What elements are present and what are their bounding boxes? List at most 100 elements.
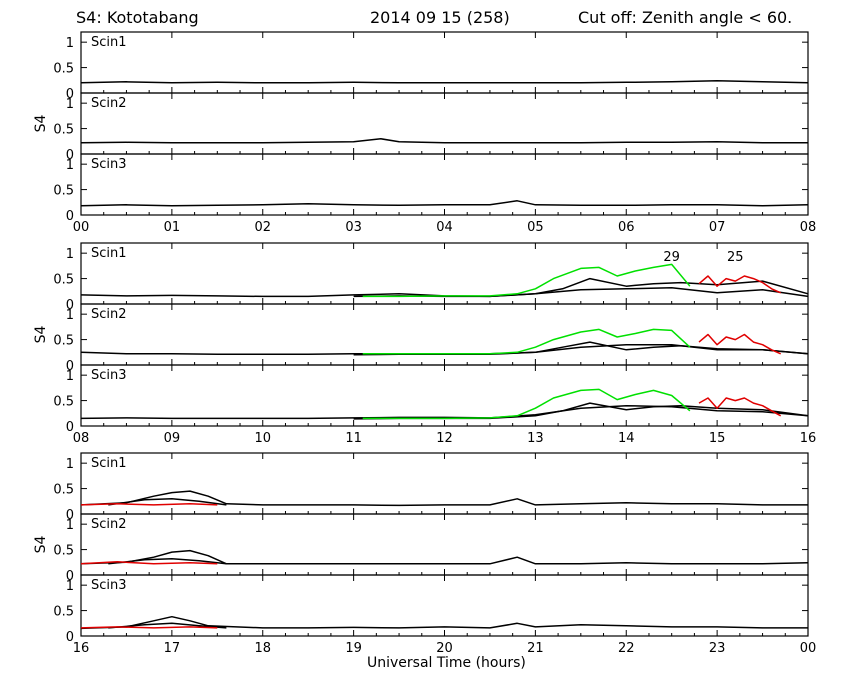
panel-label: Scin3 [91, 578, 127, 593]
x-tick-label: 10 [254, 431, 271, 446]
y-tick-label: 1 [66, 308, 74, 323]
axes-group-1: 0 0.5 1 Scin1 0 0.5 1 Scin2 S4 0 0.5 1 Scin3 00 01 02 03… [33, 31, 817, 235]
x-tick-label: 11 [345, 431, 362, 446]
x-tick-label: 19 [345, 641, 362, 656]
panel-label: Scin2 [91, 307, 127, 322]
x-tick-label: 04 [436, 220, 453, 235]
y-axis-label: S4 [33, 115, 49, 133]
panel-scin1: 0 0.5 1 Scin1 [53, 242, 809, 313]
series-label: 25 [727, 250, 744, 265]
y-axis-label: S4 [33, 326, 49, 344]
y-tick-label: 0 [66, 630, 74, 645]
series-line-black [108, 557, 227, 565]
panel-label: Scin2 [91, 517, 127, 532]
y-tick-label: 0.5 [53, 334, 74, 349]
panel-label: Scin3 [91, 368, 127, 383]
y-tick-label: 0.5 [53, 123, 74, 138]
x-tick-label: 02 [254, 220, 271, 235]
panel-label: Scin3 [91, 157, 127, 172]
y-tick-label: 0 [66, 569, 74, 584]
x-tick-label: 06 [618, 220, 635, 235]
series-line-green [362, 263, 691, 298]
x-tick-label: 08 [73, 431, 90, 446]
x-axis-label: Universal Time (hours) [367, 655, 526, 671]
x-tick-label: 12 [436, 431, 453, 446]
x-tick-label: 18 [254, 641, 271, 656]
y-tick-label: 0 [66, 359, 74, 374]
y-tick-label: 1 [66, 457, 74, 472]
x-tick-label: 07 [709, 220, 726, 235]
series-line-black [80, 549, 809, 565]
y-tick-label: 1 [66, 36, 74, 51]
x-tick-label: 00 [73, 220, 90, 235]
series-label: 29 [663, 250, 680, 265]
station-title: S4: Kototabang [76, 8, 199, 27]
series-line-green [362, 328, 691, 355]
panel-scin2: 0 0.5 1 Scin2 S4 [33, 303, 809, 374]
panel-label: Scin1 [91, 456, 127, 471]
panel-frame [80, 303, 809, 366]
y-tick-label: 0.5 [53, 544, 74, 559]
y-tick-label: 1 [66, 579, 74, 594]
series-line-black [353, 277, 809, 298]
series-line-green [362, 388, 691, 420]
x-tick-label: 00 [800, 641, 817, 656]
cutoff-label: Cut off: Zenith angle < 60. [578, 8, 793, 27]
x-tick-label: 17 [164, 641, 181, 656]
y-tick-label: 0 [66, 148, 74, 163]
panel-frame [80, 513, 809, 576]
date-label: 2014 09 15 (258) [370, 8, 510, 27]
panel-scin1: 0 0.5 1 Scin1 [53, 452, 809, 523]
y-tick-label: 1 [66, 369, 74, 384]
series-line-red [698, 333, 782, 355]
y-tick-label: 0.5 [53, 483, 74, 498]
y-tick-label: 0 [66, 209, 74, 224]
x-tick-label: 16 [73, 641, 90, 656]
panel-label: Scin1 [91, 246, 127, 261]
series-line-black [108, 498, 227, 506]
x-tick-label: 13 [527, 431, 544, 446]
y-axis-label: S4 [33, 536, 49, 554]
y-tick-label: 0 [66, 420, 74, 435]
x-tick-label: 16 [800, 431, 817, 446]
series-line-red [80, 503, 218, 506]
panel-scin3: 0 0.5 1 Scin3 [53, 364, 809, 435]
y-tick-label: 0.5 [53, 395, 74, 410]
series-line-black [353, 341, 809, 356]
series-line-black [80, 80, 809, 84]
x-tick-label: 03 [345, 220, 362, 235]
series-line-black [80, 490, 808, 507]
series-line-black [80, 615, 808, 630]
panel-scin2: 0 0.5 1 Scin2 S4 [33, 92, 809, 163]
y-tick-label: 0.5 [53, 184, 74, 199]
x-tick-label: 05 [527, 220, 544, 235]
y-tick-label: 1 [66, 97, 74, 112]
x-tick-label: 22 [618, 641, 635, 656]
series-line-black [80, 286, 809, 298]
series-line-black [80, 138, 808, 144]
x-tick-label: 08 [800, 220, 817, 235]
x-tick-label: 20 [436, 641, 453, 656]
panel-scin1: 0 0.5 1 Scin1 [53, 31, 809, 102]
series-line-red [80, 561, 218, 565]
series-line-red [80, 626, 218, 629]
x-tick-label: 23 [709, 641, 726, 656]
panel-label: Scin1 [91, 35, 127, 50]
x-tick-label: 14 [618, 431, 635, 446]
axes-group-3: 0 0.5 1 Scin1 0 0.5 1 Scin2 S4 0 0.5 1 Scin3 16 17 18 19… [33, 452, 817, 656]
axes-group-2: 0 0.5 1 Scin1 0 0.5 1 Scin2 S4 0 0.5 1 Scin3 08 09 10 11… [33, 242, 817, 446]
x-tick-label: 21 [527, 641, 544, 656]
y-tick-label: 0 [66, 87, 74, 102]
panel-scin3: 0 0.5 1 Scin3 [53, 574, 809, 645]
series-line-red [698, 397, 782, 417]
y-tick-label: 0.5 [53, 62, 74, 77]
y-tick-label: 0.5 [53, 273, 74, 288]
y-tick-label: 0 [66, 298, 74, 313]
x-tick-label: 01 [164, 220, 181, 235]
series-line-black [80, 343, 809, 356]
series-line-black [108, 622, 227, 629]
series-line-red [698, 275, 782, 294]
panel-label: Scin2 [91, 96, 127, 111]
panel-frame [80, 92, 809, 155]
